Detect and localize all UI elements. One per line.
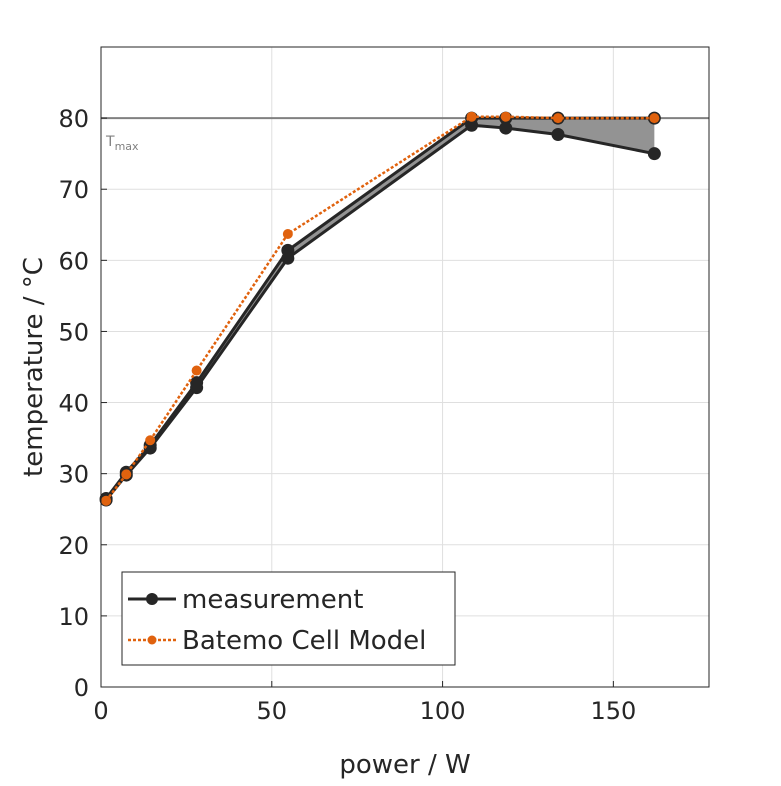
legend: measurement Batemo Cell Model (121, 571, 456, 666)
grid (100, 47, 709, 688)
tmax-label: Tmax (105, 134, 139, 153)
model-point (121, 469, 132, 480)
model-point (500, 111, 511, 122)
legend-label-model: Batemo Cell Model (182, 626, 426, 656)
x-tick-label: 100 (420, 697, 466, 725)
measurement-lower-point (465, 118, 479, 132)
y-tick-label: 70 (58, 176, 89, 204)
measurement-lower-point (190, 381, 204, 395)
y-tick-label: 0 (74, 674, 89, 702)
y-tick-label: 60 (58, 247, 89, 275)
model-point (553, 113, 564, 124)
y-tick-label: 80 (58, 105, 89, 133)
x-tick-label: 0 (93, 697, 108, 725)
legend-label-measurement: measurement (182, 585, 363, 615)
model-point (101, 495, 112, 506)
model-point (466, 111, 477, 122)
y-axis-label: temperature / °C (19, 257, 49, 477)
model-point (649, 113, 660, 124)
measurement-lower-point (143, 441, 157, 455)
model-point (282, 229, 293, 240)
x-axis-label: power / W (339, 750, 470, 780)
x-tick-label: 150 (590, 697, 636, 725)
measurement-lower-point (499, 121, 513, 135)
y-tick-label: 50 (58, 318, 89, 346)
x-tick-label: 50 (257, 697, 288, 725)
series-layer (99, 111, 661, 507)
measurement-lower-point (281, 251, 295, 265)
y-tick-label: 40 (58, 390, 89, 418)
legend-marker-measurement (146, 593, 158, 605)
model-point (145, 435, 156, 446)
ticks: 0 50 100 150 0 10 20 30 40 50 60 70 80 (58, 105, 636, 725)
model-point (191, 365, 202, 376)
y-tick-label: 10 (58, 603, 89, 631)
y-tick-label: 30 (58, 461, 89, 489)
plot-frame (100, 46, 710, 688)
measurement-lower-point (551, 127, 565, 141)
y-tick-label: 20 (58, 532, 89, 560)
legend-marker-model (147, 635, 157, 645)
measurement-lower-point (647, 147, 661, 161)
